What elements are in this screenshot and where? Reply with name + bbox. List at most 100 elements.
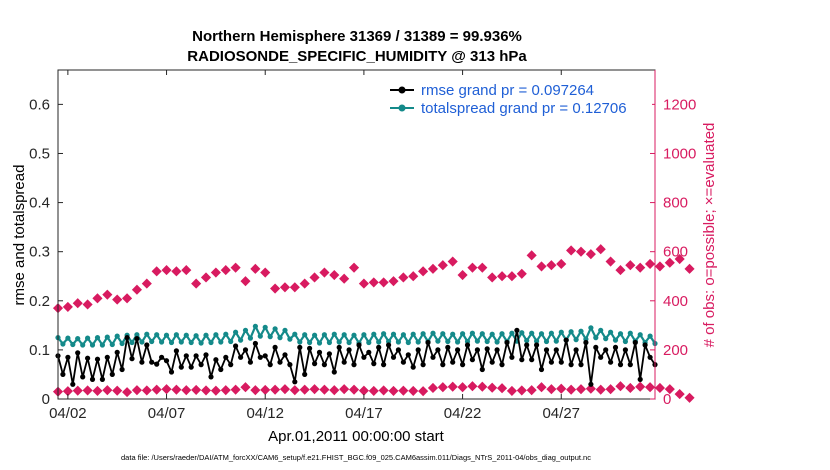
totalspread-point: [410, 331, 416, 337]
rmse-point: [139, 359, 145, 365]
totalspread-point: [598, 327, 604, 333]
obs-possible-marker: [289, 282, 300, 293]
obs-possible-marker: [487, 272, 498, 283]
y-tick-left-label: 0.5: [29, 145, 50, 162]
totalspread-point: [445, 338, 451, 345]
obs-possible-marker: [575, 246, 587, 257]
y-tick-right-label: 0: [663, 391, 671, 408]
totalspread-point: [154, 332, 160, 338]
x-tick-label: 04/12: [246, 405, 284, 422]
rmse-point: [272, 344, 278, 350]
rmse-point: [85, 355, 91, 361]
axes: 04/02 04/07 04/12 04/17 04/22 04/27 0 0.1 0.2 0.3…: [29, 70, 696, 422]
totalspread-point: [548, 330, 555, 336]
obs-evaluated-marker: [605, 384, 616, 395]
obs-possible-marker: [319, 267, 330, 278]
totalspread-point: [558, 329, 564, 335]
rmse-point: [381, 362, 387, 368]
rmse-point: [228, 362, 234, 368]
obs-possible-marker: [477, 262, 488, 273]
rmse-point: [376, 344, 382, 350]
rmse-point: [287, 362, 293, 368]
totalspread-point: [262, 324, 268, 330]
rmse-point: [543, 347, 550, 353]
totalspread-point: [460, 331, 466, 337]
rmse-point: [163, 358, 170, 364]
obs-possible-marker: [348, 262, 360, 273]
obs-possible-marker: [388, 276, 399, 287]
totalspread-point: [484, 338, 490, 345]
obs-possible-marker: [536, 261, 547, 272]
obs-evaluated-marker: [299, 384, 310, 395]
totalspread-point: [223, 331, 229, 337]
rmse-point: [469, 357, 475, 363]
obs-possible-marker: [516, 268, 527, 279]
rmse-point: [154, 361, 160, 367]
obs-possible-marker: [437, 260, 448, 271]
rmse-point: [445, 344, 451, 350]
rmse-point: [99, 376, 105, 382]
totalspread-point: [509, 330, 515, 336]
obs-possible-marker: [457, 269, 468, 281]
rmse-point: [124, 335, 130, 341]
totalspread-point: [247, 335, 253, 341]
totalspread-point: [267, 334, 273, 340]
rmse-point: [267, 362, 273, 368]
totalspread-point: [479, 331, 485, 337]
obs-evaluated-marker: [457, 382, 468, 393]
obs-evaluated-marker: [595, 384, 606, 395]
obs-evaluated-series: [52, 381, 695, 403]
y-tick-right-label: 1000: [663, 145, 696, 162]
obs-possible-marker: [546, 260, 557, 271]
rmse-point: [415, 347, 421, 353]
obs-evaluated-marker: [487, 382, 498, 393]
obs-possible-marker: [309, 272, 320, 283]
rmse-point: [213, 357, 219, 363]
totalspread-point: [139, 339, 145, 345]
rmse-point: [178, 364, 184, 370]
totalspread-point: [159, 339, 165, 345]
obs-possible-marker: [270, 283, 281, 294]
rmse-point: [356, 342, 362, 348]
totalspread-point: [435, 338, 441, 344]
totalspread-point: [277, 335, 283, 341]
obs-possible-marker: [181, 265, 192, 276]
rmse-point: [563, 337, 569, 343]
rmse-point: [119, 366, 125, 373]
totalspread-point: [538, 331, 545, 337]
rmse-point: [134, 336, 140, 342]
obs-evaluated-marker: [536, 382, 547, 393]
obs-possible-marker: [595, 244, 606, 255]
obs-evaluated-marker: [378, 385, 389, 396]
totalspread-point: [60, 341, 66, 347]
totalspread-series: [55, 323, 658, 348]
totalspread-point: [494, 339, 500, 345]
obs-possible-marker: [250, 263, 261, 274]
obs-evaluated-marker: [674, 389, 685, 400]
rmse-point: [316, 349, 323, 355]
rmse-point: [60, 371, 66, 377]
obs-possible-marker: [131, 284, 143, 295]
obs-possible-marker: [220, 265, 231, 276]
obs-evaluated-marker: [339, 384, 350, 395]
y-tick-left-label: 0: [42, 391, 50, 408]
obs-possible-marker: [398, 272, 409, 283]
totalspread-point: [637, 332, 643, 338]
rmse-point: [558, 359, 564, 365]
rmse-point: [366, 349, 372, 355]
rmse-point: [622, 347, 629, 353]
y-tick-right-label: 1200: [663, 96, 696, 113]
totalspread-point: [405, 339, 411, 346]
rmse-point: [529, 357, 535, 363]
totalspread-point: [302, 332, 308, 338]
totalspread-point: [603, 336, 609, 342]
obs-possible-marker: [279, 282, 291, 293]
rmse-point: [208, 374, 214, 380]
obs-possible-marker: [684, 263, 695, 274]
rmse-series: [55, 327, 658, 387]
rmse-point: [504, 339, 510, 346]
totalspread-point: [213, 332, 219, 338]
chart-title-line1: Northern Hemisphere 31369 / 31389 = 99.9…: [192, 28, 522, 45]
totalspread-point: [228, 338, 234, 345]
rmse-point: [455, 347, 461, 353]
